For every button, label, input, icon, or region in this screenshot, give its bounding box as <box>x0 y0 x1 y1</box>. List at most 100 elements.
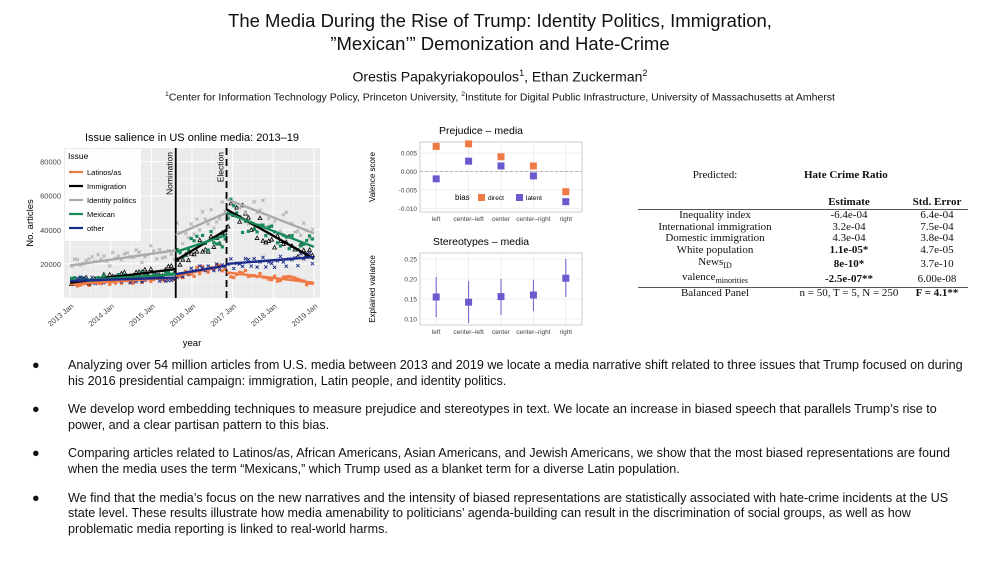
data-point <box>157 247 162 252</box>
data-point <box>185 257 192 263</box>
data-point <box>246 274 250 279</box>
data-point <box>157 279 162 284</box>
data-point <box>172 278 176 282</box>
data-point <box>287 247 291 251</box>
data-point <box>287 274 291 279</box>
data-point <box>465 157 473 165</box>
data-point <box>131 281 135 285</box>
data-point <box>237 205 242 210</box>
row-label: International immigration <box>658 220 772 233</box>
legend-box <box>65 149 141 241</box>
data-point <box>301 221 306 226</box>
data-point <box>160 278 165 282</box>
data-point <box>261 223 265 227</box>
data-point <box>197 227 202 232</box>
data-point <box>107 264 112 268</box>
data-point <box>529 172 537 180</box>
data-point <box>275 241 280 245</box>
data-point <box>198 272 202 276</box>
data-point <box>209 230 213 234</box>
affil-mark: 1 <box>165 91 169 98</box>
data-point <box>78 275 83 280</box>
bullet-list: ● Analyzing over 54 million articles from… <box>30 358 970 550</box>
data-point <box>192 274 196 278</box>
author-separator: , <box>524 68 532 85</box>
table-footer-row: Balanced Panel n = 50, T = 5, N = 250 F … <box>638 287 968 299</box>
row-estimate: 4.3e-04 <box>832 232 866 245</box>
y-tick-label: 20000 <box>40 260 61 269</box>
legend-label: Immigration <box>87 182 126 191</box>
data-point <box>255 265 260 269</box>
data-point <box>200 209 205 214</box>
list-item: ● We find that the media’s focus on the n… <box>30 491 970 538</box>
data-point <box>75 257 80 262</box>
legend-label: direct <box>488 195 504 202</box>
row-std-error: 4.7e-05 <box>920 244 954 257</box>
bullet-icon: ● <box>32 446 40 461</box>
data-point <box>149 275 153 279</box>
regression-table: Predicted: Hate Crime Ratio Estimate Std… <box>638 165 968 300</box>
data-point <box>246 229 250 233</box>
data-point <box>116 273 121 277</box>
data-point <box>310 227 315 232</box>
data-point <box>240 264 245 269</box>
data-point <box>529 162 537 170</box>
row-estimate: 1.1e-05* <box>829 244 869 257</box>
data-point <box>261 198 265 203</box>
event-label: Election <box>216 152 226 183</box>
y-axis-label: Valence score <box>368 151 377 202</box>
data-point <box>296 277 300 281</box>
data-point <box>69 276 74 280</box>
data-point <box>211 244 217 249</box>
data-point <box>122 251 127 256</box>
x-tick-label: 2016 Jan <box>168 302 197 329</box>
data-point <box>75 284 80 288</box>
x-tick-label: left <box>432 216 441 223</box>
list-item: ● We develop word embedding techniques to… <box>30 402 970 433</box>
trend-line <box>226 211 315 248</box>
data-point <box>267 225 271 229</box>
data-point <box>178 251 182 255</box>
data-point <box>165 263 172 269</box>
y-tick-label: 0.000 <box>401 169 418 176</box>
data-point <box>90 279 94 284</box>
chart-title: Stereotypes – media <box>433 236 529 248</box>
legend: bias direct latent <box>455 193 542 202</box>
row-label: Inequality index <box>679 208 751 221</box>
data-point <box>228 256 233 261</box>
data-point <box>186 248 191 252</box>
data-point <box>269 236 275 242</box>
dependent-label: Hate Crime Ratio <box>804 169 888 182</box>
bullet-icon: ● <box>32 490 40 505</box>
data-point <box>293 229 297 234</box>
data-point <box>113 281 118 285</box>
data-point <box>272 274 277 278</box>
data-point <box>188 250 194 256</box>
data-point <box>177 261 183 267</box>
data-point <box>432 142 440 150</box>
data-point <box>255 230 259 234</box>
authors: Orestis Papakyriakopoulos1, Ethan Zucker… <box>0 68 1000 85</box>
data-point <box>180 241 185 246</box>
row-std-error: 6.4e-04 <box>920 208 954 221</box>
row-estimate: -6.4e-04 <box>830 208 868 221</box>
data-point <box>257 215 263 221</box>
trend-line <box>69 249 176 267</box>
y-tick-label: 0.10 <box>404 317 417 324</box>
data-point <box>252 256 257 261</box>
data-point <box>228 200 234 206</box>
data-point <box>293 276 297 280</box>
data-point <box>140 260 144 265</box>
data-point <box>281 275 285 279</box>
affiliation: Institute for Digital Public Infrastruct… <box>465 91 835 104</box>
x-tick-label: center–right <box>516 216 551 223</box>
x-tick-label: right <box>559 216 572 223</box>
data-point <box>252 199 257 204</box>
row-label: valenceminorities <box>681 270 749 286</box>
table-row: NewsID 8e-10* 3.7e-10 <box>638 256 968 272</box>
data-point <box>272 219 277 224</box>
row-std-error: 7.5e-04 <box>920 220 954 233</box>
data-point <box>160 256 165 260</box>
data-point <box>232 275 236 280</box>
data-point <box>254 235 260 240</box>
